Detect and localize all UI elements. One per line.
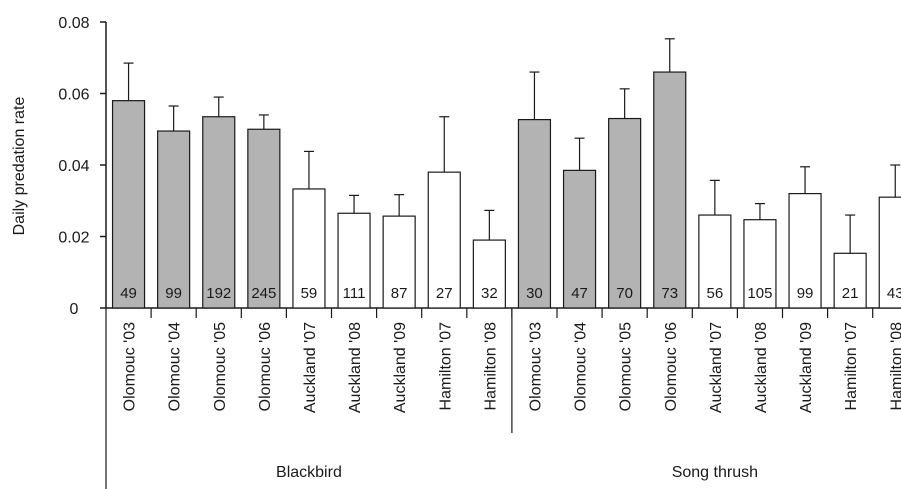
bar xyxy=(111,100,146,309)
bar xyxy=(608,117,642,309)
bar xyxy=(382,215,416,309)
sample-size-label: 43 xyxy=(887,285,901,302)
category-label: Auckland '07 xyxy=(302,322,319,413)
bar xyxy=(337,212,371,309)
bar xyxy=(517,118,552,309)
bars: 49 99 192 245 59 111 87 27 32 30 47 70 73 56 105 99 21 43 xyxy=(111,38,901,309)
group-label: Song thrush xyxy=(672,464,758,481)
bar xyxy=(202,116,236,309)
y-tick-label: 0.06 xyxy=(58,87,89,104)
category-label: Hamilton '07 xyxy=(437,322,454,411)
sample-size-label: 99 xyxy=(165,285,182,302)
category-label: Auckland '09 xyxy=(798,322,815,413)
bar xyxy=(698,214,732,309)
category-label: Olomouc '04 xyxy=(167,322,184,411)
y-tick-label: 0.02 xyxy=(58,230,89,247)
sample-size-label: 56 xyxy=(707,285,724,302)
y-tick-label: 0 xyxy=(70,301,79,318)
sample-size-label: 111 xyxy=(343,285,366,302)
bar xyxy=(562,169,597,309)
sample-size-label: 105 xyxy=(747,285,772,302)
group-label: Blackbird xyxy=(276,464,342,481)
category-label: Olomouc '05 xyxy=(212,322,229,411)
group-labels: Blackbird Song thrush xyxy=(105,308,758,489)
bar xyxy=(743,219,777,309)
category-label: Auckland '08 xyxy=(347,322,364,413)
category-label: Olomouc '06 xyxy=(663,322,680,411)
category-label: Auckland '08 xyxy=(753,322,770,413)
sample-size-label: 32 xyxy=(481,285,498,302)
y-tick-label: 0.08 xyxy=(58,15,89,32)
sample-size-label: 47 xyxy=(571,285,588,302)
sample-size-label: 87 xyxy=(391,285,408,302)
sample-size-label: 21 xyxy=(842,285,859,302)
category-label: Olomouc '03 xyxy=(527,322,544,411)
category-label: Olomouc '04 xyxy=(573,322,590,411)
category-labels: Olomouc '03 Olomouc '04 Olomouc '05 Olomouc… xyxy=(122,308,901,413)
sample-size-label: 49 xyxy=(120,285,137,302)
category-label: Olomouc '06 xyxy=(257,322,274,411)
category-label: Hamilton '08 xyxy=(482,322,499,411)
category-label: Hamilton '08 xyxy=(888,322,901,411)
category-label: Auckland '07 xyxy=(708,322,725,413)
y-tick-label: 0.04 xyxy=(58,158,89,175)
sample-size-label: 70 xyxy=(616,285,633,302)
bar xyxy=(292,188,326,309)
y-axis-label: Daily predation rate xyxy=(11,97,28,236)
sample-size-label: 99 xyxy=(797,285,814,302)
bar xyxy=(788,193,822,309)
bar xyxy=(472,239,506,309)
bar xyxy=(247,128,281,309)
bar xyxy=(653,71,687,309)
category-label: Hamilton '07 xyxy=(843,322,860,411)
category-label: Olomouc '05 xyxy=(618,322,635,411)
sample-size-label: 192 xyxy=(206,285,231,302)
sample-size-label: 30 xyxy=(526,285,543,302)
sample-size-label: 27 xyxy=(436,285,453,302)
category-label: Auckland '09 xyxy=(392,322,409,413)
category-label: Olomouc '03 xyxy=(122,322,139,411)
sample-size-label: 59 xyxy=(301,285,318,302)
sample-size-label: 73 xyxy=(661,285,678,302)
sample-size-label: 245 xyxy=(251,285,276,302)
bar xyxy=(157,130,191,309)
